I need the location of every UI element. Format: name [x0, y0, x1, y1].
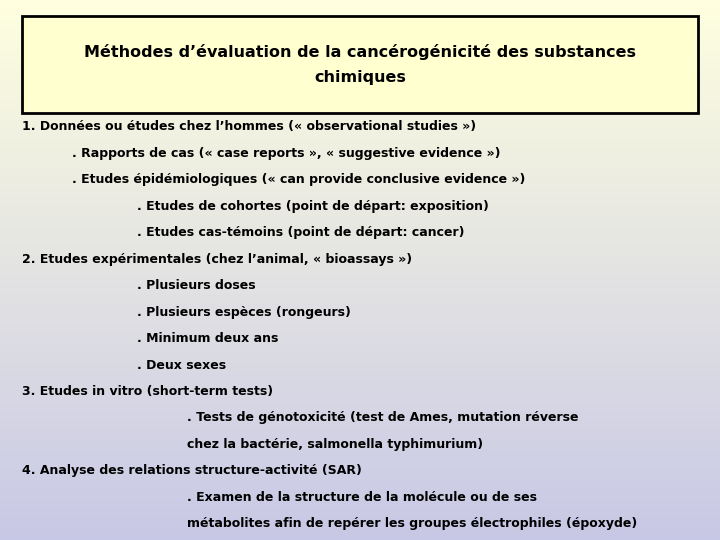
Text: 3. Etudes in vitro (short-term tests): 3. Etudes in vitro (short-term tests) [22, 385, 273, 398]
Text: . Rapports de cas (« case reports », « suggestive evidence »): . Rapports de cas (« case reports », « s… [72, 147, 500, 160]
Text: . Tests de génotoxicité (test de Ames, mutation réverse: . Tests de génotoxicité (test de Ames, m… [187, 411, 579, 424]
Text: . Etudes cas-témoins (point de départ: cancer): . Etudes cas-témoins (point de départ: c… [137, 226, 464, 239]
Text: chez la bactérie, salmonella typhimurium): chez la bactérie, salmonella typhimurium… [187, 438, 483, 451]
FancyBboxPatch shape [22, 16, 698, 113]
Text: . Examen de la structure de la molécule ou de ses: . Examen de la structure de la molécule … [187, 491, 537, 504]
Text: Méthodes d’évaluation de la cancérogénicité des substances
chimiques: Méthodes d’évaluation de la cancérogénic… [84, 44, 636, 85]
Text: . Plusieurs espèces (rongeurs): . Plusieurs espèces (rongeurs) [137, 306, 351, 319]
Text: . Plusieurs doses: . Plusieurs doses [137, 279, 256, 292]
Text: . Deux sexes: . Deux sexes [137, 359, 226, 372]
Text: 4. Analyse des relations structure-activité (SAR): 4. Analyse des relations structure-activ… [22, 464, 361, 477]
Text: . Minimum deux ans: . Minimum deux ans [137, 332, 278, 345]
Text: 1. Données ou études chez l’hommes (« observational studies »): 1. Données ou études chez l’hommes (« ob… [22, 120, 476, 133]
Text: métabolites afin de repérer les groupes électrophiles (époxyde): métabolites afin de repérer les groupes … [187, 517, 637, 530]
Text: 2. Etudes expérimentales (chez l’animal, « bioassays »): 2. Etudes expérimentales (chez l’animal,… [22, 253, 412, 266]
Text: . Etudes de cohortes (point de départ: exposition): . Etudes de cohortes (point de départ: e… [137, 200, 489, 213]
Text: . Etudes épidémiologiques (« can provide conclusive evidence »): . Etudes épidémiologiques (« can provide… [72, 173, 526, 186]
